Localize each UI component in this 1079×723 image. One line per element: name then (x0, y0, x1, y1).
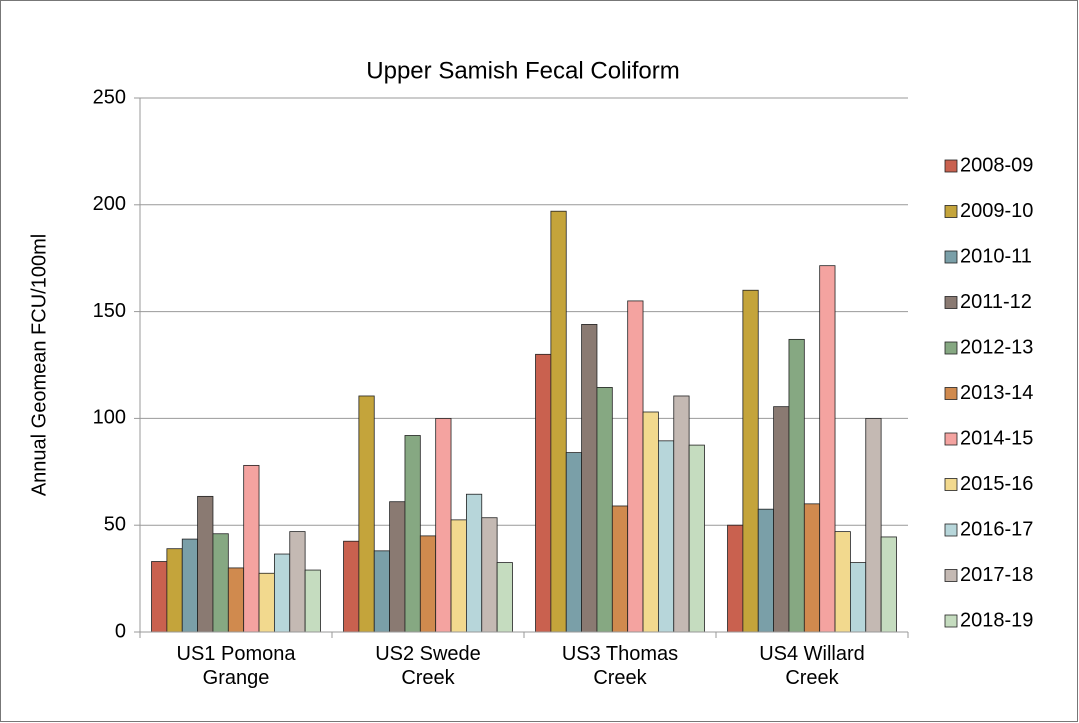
y-tick-label: 200 (93, 193, 126, 215)
y-tick-label: 250 (93, 86, 126, 108)
legend-label: 2012-13 (960, 336, 1033, 358)
legend-swatch (944, 523, 958, 537)
bar (688, 444, 705, 633)
bar (550, 210, 567, 633)
legend-swatch (944, 205, 958, 218)
legend-swatch (944, 296, 958, 309)
bar (611, 505, 629, 633)
legend-swatch (944, 250, 958, 264)
bar (419, 535, 437, 633)
bar (166, 548, 183, 633)
legend-swatch (944, 159, 958, 173)
x-tick-label: US4 Willard Creek (759, 643, 865, 689)
bar (535, 353, 552, 633)
bar (627, 300, 644, 633)
bar (227, 567, 245, 633)
y-tick-label: 0 (115, 620, 126, 642)
bar (181, 538, 199, 633)
bar (212, 533, 229, 633)
bar (151, 561, 168, 633)
legend-swatch (944, 387, 958, 400)
legend-swatch (944, 569, 958, 582)
bar (465, 493, 483, 633)
bar (773, 406, 790, 633)
bar (727, 524, 744, 633)
bar (865, 417, 882, 633)
x-tick-label: US1 Pomona Grange (176, 643, 296, 689)
x-tick-label: US3 Thomas Creek (561, 643, 679, 689)
bar (819, 265, 836, 633)
y-tick-label: 150 (93, 300, 126, 322)
bar (404, 435, 421, 633)
y-tick-label: 100 (93, 407, 126, 429)
bar (197, 495, 214, 633)
bar (304, 569, 321, 633)
legend-label: 2016-17 (960, 518, 1033, 540)
legend-label: 2018-19 (960, 609, 1033, 631)
legend-swatch (944, 432, 958, 446)
bar (343, 540, 360, 633)
legend-label: 2008-09 (960, 154, 1033, 176)
bar (496, 562, 513, 633)
bar (258, 572, 275, 633)
bar (850, 562, 867, 633)
bar (596, 387, 613, 633)
bar (289, 531, 306, 633)
legend-label: 2015-16 (960, 473, 1033, 495)
y-axis-label: Annual Geomean FCU/100ml (28, 234, 50, 496)
bar (803, 503, 821, 633)
bar (742, 289, 759, 633)
bar (373, 550, 390, 633)
bar (642, 411, 659, 633)
bar (389, 501, 406, 633)
y-tick-label: 50 (104, 513, 126, 535)
legend-label: 2011-12 (960, 291, 1032, 313)
legend-swatch (944, 614, 958, 628)
bar (581, 324, 598, 633)
bar (757, 508, 774, 633)
legend-swatch (944, 341, 958, 355)
legend-label: 2014-15 (960, 427, 1033, 449)
x-tick-label: US2 Swede Creek (375, 643, 481, 689)
legend-label: 2017-18 (960, 564, 1033, 586)
bar (358, 395, 375, 633)
bar (435, 417, 452, 633)
legend-label: 2013-14 (960, 382, 1033, 404)
bar (834, 531, 851, 633)
bar (273, 553, 291, 633)
legend-label: 2010-11 (960, 245, 1032, 267)
legend-label: 2009-10 (960, 200, 1033, 222)
bar (673, 395, 690, 633)
legend-swatch (944, 478, 958, 491)
bar (788, 338, 805, 633)
bar (565, 452, 582, 633)
chart-title: Upper Samish Fecal Coliform (366, 57, 679, 84)
bar (880, 536, 897, 633)
bar (481, 517, 498, 633)
bar (450, 519, 467, 633)
bar (243, 464, 260, 633)
bar (658, 440, 675, 633)
